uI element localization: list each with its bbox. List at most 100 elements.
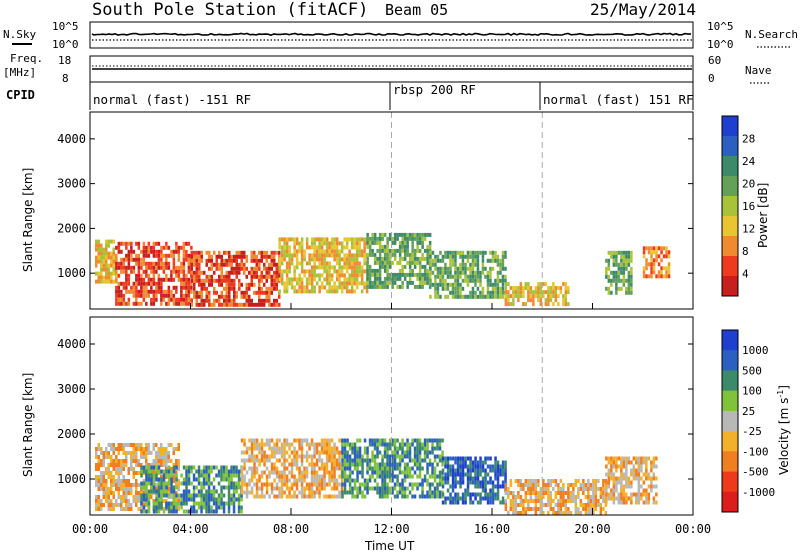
data-cell bbox=[203, 302, 206, 307]
data-cell bbox=[142, 253, 146, 258]
data-cell bbox=[449, 258, 452, 263]
data-cell bbox=[323, 265, 326, 270]
data-cell bbox=[112, 479, 115, 483]
data-cell bbox=[582, 479, 585, 483]
data-cell bbox=[310, 269, 314, 274]
data-cell bbox=[416, 248, 419, 253]
data-cell bbox=[127, 471, 130, 475]
data-cell bbox=[381, 284, 384, 289]
data-cell bbox=[328, 249, 331, 254]
y-tick-label: 2000 bbox=[57, 221, 86, 235]
data-cell bbox=[647, 274, 651, 279]
data-cell bbox=[157, 261, 161, 266]
data-cell bbox=[371, 248, 374, 253]
data-cell bbox=[303, 466, 306, 471]
data-cell bbox=[167, 493, 171, 498]
data-cell bbox=[416, 482, 419, 487]
data-cell bbox=[429, 262, 432, 267]
data-cell bbox=[313, 462, 316, 467]
data-cell bbox=[300, 486, 304, 491]
data-cell bbox=[524, 511, 528, 515]
data-cell bbox=[484, 480, 487, 485]
data-cell bbox=[348, 482, 352, 487]
data-cell bbox=[117, 249, 121, 254]
data-cell bbox=[459, 480, 462, 485]
data-cell bbox=[366, 458, 369, 463]
data-cell bbox=[165, 493, 168, 498]
data-cell bbox=[220, 262, 223, 267]
data-cell bbox=[569, 499, 573, 503]
data-cell bbox=[137, 277, 141, 282]
data-cell bbox=[607, 460, 611, 465]
data-cell bbox=[187, 257, 191, 262]
data-cell bbox=[655, 254, 658, 259]
data-cell bbox=[190, 278, 193, 283]
data-cell bbox=[444, 294, 447, 299]
colorbar-tick-label: -1000 bbox=[742, 486, 775, 499]
data-cell bbox=[574, 511, 578, 515]
data-cell bbox=[353, 281, 356, 286]
data-cell bbox=[476, 468, 480, 473]
data-cell bbox=[438, 490, 442, 495]
data-cell bbox=[185, 501, 188, 506]
data-cell bbox=[615, 480, 618, 485]
data-cell bbox=[177, 483, 180, 487]
data-cell bbox=[220, 489, 223, 494]
data-cell bbox=[215, 254, 218, 259]
data-cell bbox=[625, 484, 628, 489]
data-cell bbox=[243, 262, 246, 267]
data-cell bbox=[238, 266, 241, 271]
data-cell bbox=[569, 511, 573, 515]
data-cell bbox=[461, 286, 465, 291]
data-cell bbox=[330, 462, 334, 467]
data-cell bbox=[504, 472, 507, 477]
data-cell bbox=[120, 249, 123, 254]
data-cell bbox=[353, 462, 357, 467]
data-cell bbox=[406, 248, 409, 253]
data-cell bbox=[335, 237, 339, 242]
data-cell bbox=[509, 491, 513, 495]
data-cell bbox=[426, 478, 429, 483]
data-cell bbox=[562, 491, 565, 495]
data-cell bbox=[325, 253, 329, 258]
data-cell bbox=[225, 286, 228, 291]
data-cell bbox=[650, 262, 653, 267]
data-cell bbox=[305, 494, 309, 499]
data-cell bbox=[310, 462, 314, 467]
data-cell bbox=[125, 285, 128, 290]
data-cell bbox=[253, 254, 256, 259]
data-cell bbox=[258, 446, 261, 451]
data-cell bbox=[132, 269, 136, 274]
data-cell bbox=[195, 274, 198, 279]
data-cell bbox=[190, 285, 193, 290]
data-cell bbox=[391, 486, 394, 491]
data-cell bbox=[112, 255, 115, 260]
data-cell bbox=[446, 456, 450, 461]
data-cell bbox=[165, 505, 168, 510]
data-cell bbox=[358, 245, 361, 250]
data-cell bbox=[396, 284, 399, 289]
data-cell bbox=[434, 254, 437, 259]
data-cell bbox=[330, 494, 334, 499]
data-cell bbox=[496, 496, 500, 501]
data-cell bbox=[393, 280, 397, 285]
data-cell bbox=[210, 489, 213, 494]
data-cell bbox=[617, 250, 621, 255]
data-cell bbox=[549, 290, 553, 295]
data-cell bbox=[208, 294, 211, 299]
data-cell bbox=[366, 260, 369, 265]
data-cell bbox=[243, 438, 246, 443]
data-cell bbox=[330, 458, 334, 463]
data-cell bbox=[102, 259, 105, 264]
data-cell bbox=[355, 273, 359, 278]
data-cell bbox=[376, 466, 379, 471]
data-cell bbox=[308, 482, 311, 487]
data-cell bbox=[130, 483, 133, 487]
data-cell bbox=[345, 257, 349, 262]
data-cell bbox=[474, 492, 477, 497]
data-cell bbox=[368, 442, 372, 447]
data-cell bbox=[388, 462, 392, 467]
data-cell bbox=[243, 294, 246, 299]
data-cell bbox=[620, 500, 623, 505]
data-cell bbox=[228, 294, 231, 299]
